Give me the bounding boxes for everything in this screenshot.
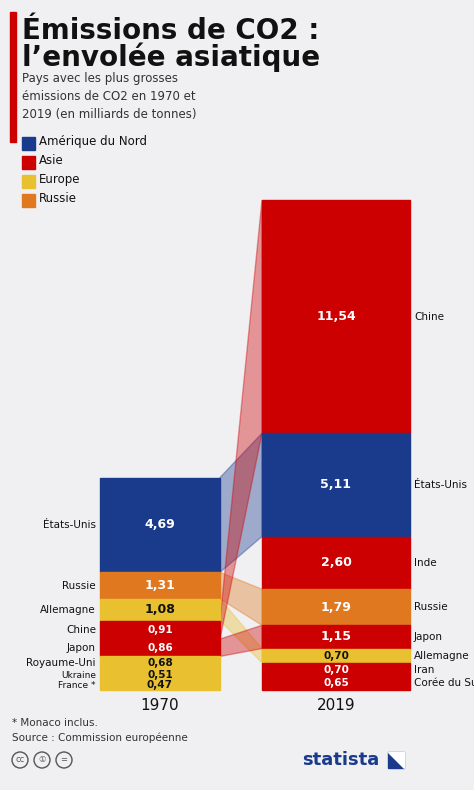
Bar: [262, 200, 410, 433]
Polygon shape: [220, 433, 262, 572]
Text: 1,15: 1,15: [320, 630, 352, 643]
Bar: [100, 656, 220, 670]
Text: Iran: Iran: [414, 665, 434, 675]
Text: Allemagne: Allemagne: [40, 605, 96, 615]
Text: 2019: 2019: [317, 698, 356, 713]
Text: 0,68: 0,68: [147, 658, 173, 668]
Text: Allemagne: Allemagne: [414, 651, 470, 660]
Text: États-Unis: États-Unis: [414, 480, 467, 490]
Text: Amérique du Nord: Amérique du Nord: [39, 136, 147, 149]
Bar: [100, 599, 220, 621]
Bar: [262, 649, 410, 663]
Bar: [22, 194, 35, 207]
Text: Inde: Inde: [414, 558, 437, 568]
Text: Asie: Asie: [39, 155, 64, 167]
Text: Russie: Russie: [63, 581, 96, 591]
Text: Chine: Chine: [66, 625, 96, 635]
Text: Japon: Japon: [414, 632, 443, 642]
Bar: [100, 670, 220, 680]
Text: 2,60: 2,60: [320, 556, 351, 570]
Text: l’envolée asiatique: l’envolée asiatique: [22, 42, 320, 72]
Bar: [22, 137, 35, 150]
Text: Russie: Russie: [39, 193, 77, 205]
Text: 0,70: 0,70: [323, 665, 349, 675]
Text: 1,79: 1,79: [320, 600, 351, 614]
Polygon shape: [220, 626, 262, 656]
Text: Corée du Sud: Corée du Sud: [414, 679, 474, 688]
Bar: [100, 680, 220, 690]
Bar: [22, 175, 35, 188]
Bar: [100, 477, 220, 572]
Text: cc: cc: [15, 755, 25, 765]
Bar: [262, 589, 410, 626]
Bar: [100, 621, 220, 639]
Text: 1970: 1970: [141, 698, 179, 713]
Bar: [262, 433, 410, 536]
Text: Russie: Russie: [414, 602, 447, 612]
Text: Japon: Japon: [67, 643, 96, 653]
Bar: [100, 572, 220, 599]
Text: * Monaco inclus.
Source : Commission européenne: * Monaco inclus. Source : Commission eur…: [12, 718, 188, 743]
Text: 0,51: 0,51: [147, 671, 173, 680]
Text: 1,31: 1,31: [145, 579, 175, 592]
Bar: [10, 12, 16, 142]
Polygon shape: [388, 752, 404, 768]
Text: 4,69: 4,69: [145, 518, 175, 532]
Text: Émissions de CO2 :: Émissions de CO2 :: [22, 17, 319, 45]
Text: 5,11: 5,11: [320, 479, 352, 491]
Polygon shape: [220, 599, 262, 663]
Text: 1,08: 1,08: [145, 604, 175, 616]
Text: ①: ①: [38, 755, 46, 765]
Bar: [22, 156, 35, 169]
Text: 0,70: 0,70: [323, 651, 349, 660]
Text: Ukraine: Ukraine: [61, 671, 96, 680]
Bar: [262, 677, 410, 690]
Text: 0,65: 0,65: [323, 679, 349, 688]
Text: 0,91: 0,91: [147, 625, 173, 635]
Text: =: =: [61, 755, 67, 765]
Text: Royaume-Uni: Royaume-Uni: [27, 658, 96, 668]
Bar: [100, 639, 220, 656]
Polygon shape: [220, 572, 262, 626]
Text: États-Unis: États-Unis: [43, 520, 96, 530]
Bar: [262, 626, 410, 649]
Text: Pays avec les plus grosses
émissions de CO2 en 1970 et
2019 (en milliards de ton: Pays avec les plus grosses émissions de …: [22, 72, 197, 121]
Text: Europe: Europe: [39, 174, 81, 186]
Text: Chine: Chine: [414, 311, 444, 322]
Text: France *: France *: [58, 681, 96, 690]
Polygon shape: [220, 200, 262, 639]
Bar: [388, 752, 404, 768]
Bar: [262, 663, 410, 677]
Text: 0,47: 0,47: [147, 680, 173, 690]
Text: 0,86: 0,86: [147, 643, 173, 653]
Text: statista: statista: [302, 751, 379, 769]
Text: 11,54: 11,54: [316, 310, 356, 323]
Bar: [262, 536, 410, 589]
